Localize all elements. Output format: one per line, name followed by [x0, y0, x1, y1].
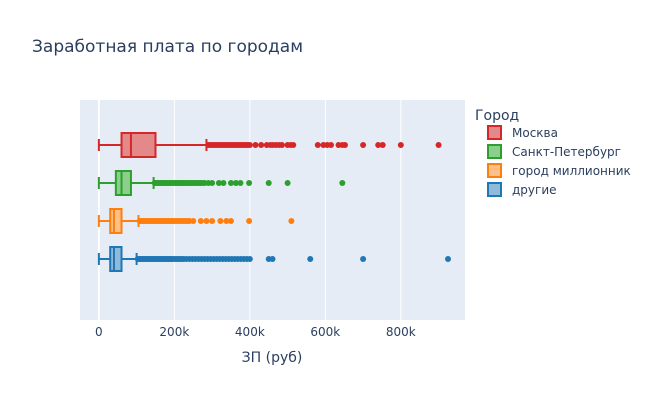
box-iqr: [120, 132, 157, 158]
outlier-point: [237, 180, 244, 186]
chart-title: Заработная плата по городам: [32, 37, 303, 57]
outlier-point: [379, 142, 386, 148]
outlier-point: [290, 142, 297, 148]
outlier-point: [203, 218, 210, 224]
box-iqr: [109, 246, 123, 272]
legend-swatch: [487, 125, 502, 140]
legend-label: другие: [512, 183, 557, 197]
outlier-point: [227, 180, 234, 186]
legend-label: Москва: [512, 126, 558, 140]
legend-title: Город: [475, 108, 519, 124]
outlier-point: [209, 180, 216, 186]
outlier-point: [197, 218, 204, 224]
box-group: [97, 132, 442, 158]
legend-item[interactable]: другие: [487, 182, 557, 197]
outlier-point: [435, 142, 442, 148]
outlier-point: [339, 180, 346, 186]
outlier-point: [252, 142, 259, 148]
legend: Город Москва Санкт-Петербург город миллион…: [475, 108, 631, 197]
outlier-point: [360, 256, 367, 262]
outlier-point: [227, 218, 234, 224]
box-group: [97, 208, 295, 234]
outlier-point: [278, 142, 285, 148]
legend-swatch: [487, 182, 502, 197]
outlier-point: [341, 142, 348, 148]
box-group: [97, 246, 452, 272]
outlier-point: [246, 256, 253, 262]
outlier-point: [265, 180, 272, 186]
outlier-point: [269, 256, 276, 262]
legend-label: Санкт-Петербург: [512, 145, 621, 159]
x-tick-label: 0: [95, 325, 103, 339]
gridlines: [97, 100, 402, 320]
legend-item[interactable]: город миллионник: [487, 163, 631, 178]
outlier-point: [217, 218, 224, 224]
outlier-point: [328, 142, 335, 148]
box-iqr: [109, 208, 123, 234]
outlier-point: [445, 256, 452, 262]
x-tick-label: 800k: [386, 325, 416, 339]
legend-swatch: [487, 144, 502, 159]
outlier-point: [190, 218, 197, 224]
outlier-point: [375, 142, 382, 148]
box-series: [97, 132, 452, 272]
outlier-point: [215, 180, 222, 186]
outlier-point: [246, 218, 253, 224]
outlier-point: [232, 180, 239, 186]
box-group: [97, 170, 346, 196]
legend-swatch: [487, 163, 502, 178]
x-axis-title: ЗП (руб): [242, 350, 303, 366]
outlier-point: [246, 180, 253, 186]
x-axis-ticks: 0 200k 400k 600k 800k: [95, 325, 416, 339]
legend-item[interactable]: Санкт-Петербург: [487, 144, 621, 159]
outlier-point: [209, 218, 216, 224]
legend-label: город миллионник: [512, 164, 631, 178]
legend-item[interactable]: Москва: [487, 125, 558, 140]
x-tick-label: 400k: [235, 325, 265, 339]
x-tick-label: 200k: [159, 325, 189, 339]
outlier-point: [288, 218, 295, 224]
outlier-point: [314, 142, 321, 148]
outlier-point: [284, 180, 291, 186]
x-tick-label: 600k: [310, 325, 340, 339]
outlier-point: [360, 142, 367, 148]
outlier-point: [397, 142, 404, 148]
outlier-point: [220, 180, 227, 186]
outlier-point: [307, 256, 314, 262]
box-iqr: [114, 170, 132, 196]
outlier-point: [258, 142, 265, 148]
outlier-point: [223, 218, 230, 224]
outlier-point: [246, 142, 253, 148]
